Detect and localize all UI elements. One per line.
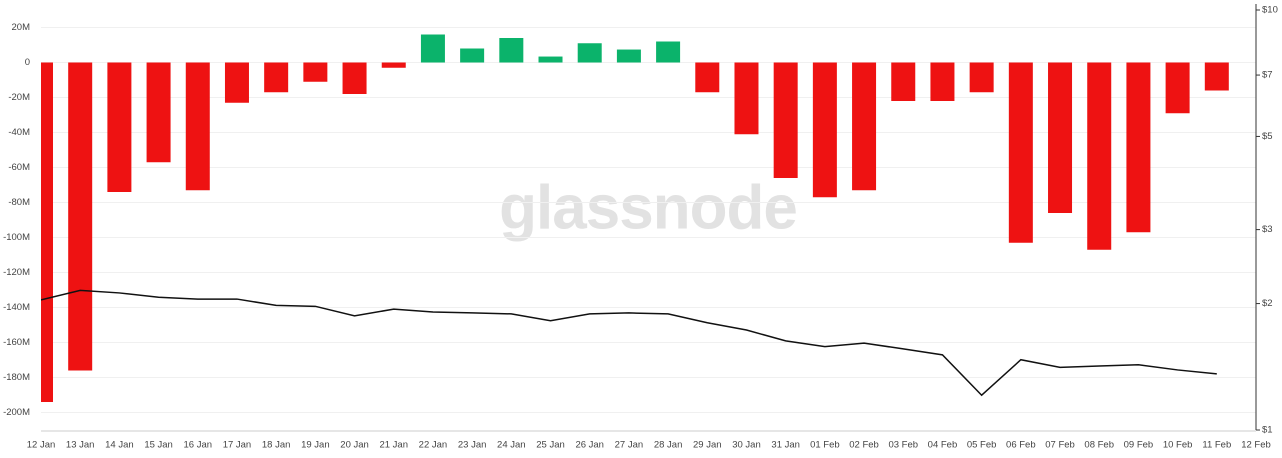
x-tick-label: 28 Jan [654, 440, 683, 451]
bar [303, 62, 328, 82]
bar [1008, 62, 1033, 243]
bar [695, 62, 720, 93]
y-tick-label: -60M [8, 162, 30, 173]
bar [342, 62, 367, 94]
bar [460, 48, 485, 63]
bar [1126, 62, 1151, 233]
x-tick-label: 09 Feb [1124, 440, 1154, 451]
watermark: glassnode [499, 173, 797, 242]
y-tick-label: 20M [12, 22, 31, 33]
bar [734, 62, 759, 135]
bar [930, 62, 955, 101]
y2-tick-label: $2 [1262, 298, 1273, 309]
x-tick-label: 22 Jan [419, 440, 448, 451]
x-tick-label: 12 Jan [27, 440, 56, 451]
bar [538, 56, 563, 63]
bar [891, 62, 916, 101]
bar [381, 62, 406, 68]
bar [577, 43, 602, 63]
x-tick-label: 27 Jan [615, 440, 644, 451]
x-tick-label: 15 Jan [144, 440, 173, 451]
x-tick-label: 11 Feb [1202, 440, 1231, 451]
x-tick-label: 14 Jan [105, 440, 134, 451]
bar [420, 34, 445, 63]
bar [224, 62, 249, 103]
x-tick-label: 20 Jan [340, 440, 369, 451]
x-tick-label: 25 Jan [536, 440, 565, 451]
x-tick-label: 12 Feb [1241, 440, 1271, 451]
x-tick-label: 17 Jan [223, 440, 252, 451]
y-tick-label: -20M [8, 92, 30, 103]
y2-tick-label: $5 [1262, 131, 1273, 142]
y-tick-label: -100M [3, 232, 30, 243]
bar [812, 62, 837, 198]
bar [1048, 62, 1073, 213]
y-tick-label: -160M [3, 337, 30, 348]
bar [1165, 62, 1190, 114]
x-tick-label: 30 Jan [732, 440, 761, 451]
y2-tick-label: $10 [1262, 5, 1278, 16]
y-tick-label: -120M [3, 267, 30, 278]
x-tick-label: 16 Jan [184, 440, 213, 451]
x-tick-label: 13 Jan [66, 440, 95, 451]
x-tick-label: 02 Feb [849, 440, 879, 451]
x-tick-label: 03 Feb [888, 440, 918, 451]
bar [107, 62, 132, 192]
bar [264, 62, 289, 93]
x-tick-label: 23 Jan [458, 440, 487, 451]
x-tick-label: 29 Jan [693, 440, 722, 451]
y-tick-label: 0 [25, 57, 30, 68]
price-line [41, 289, 1217, 397]
x-tick-label: 01 Feb [810, 440, 840, 451]
bar [68, 62, 93, 371]
bar [773, 62, 798, 178]
bar [146, 62, 171, 163]
x-tick-label: 06 Feb [1006, 440, 1036, 451]
bar [656, 41, 681, 63]
x-tick-label: 18 Jan [262, 440, 291, 451]
y-tick-label: -40M [8, 127, 30, 138]
bar [499, 38, 524, 63]
y-tick-label: -200M [3, 407, 30, 418]
x-tick-label: 19 Jan [301, 440, 330, 451]
y2-tick-label: $7 [1262, 70, 1273, 81]
y-tick-label: -140M [3, 302, 30, 313]
bar [852, 62, 877, 191]
bar [616, 49, 641, 63]
bar [969, 62, 994, 93]
bar [1204, 62, 1229, 91]
bar [41, 62, 53, 402]
bar [185, 62, 210, 191]
y2-tick-label: $3 [1262, 224, 1273, 235]
x-tick-label: 10 Feb [1163, 440, 1193, 451]
x-tick-label: 24 Jan [497, 440, 526, 451]
x-tick-label: 08 Feb [1084, 440, 1114, 451]
x-tick-label: 31 Jan [771, 440, 800, 451]
x-tick-label: 26 Jan [575, 440, 604, 451]
x-tick-label: 21 Jan [379, 440, 408, 451]
y-tick-label: -80M [8, 197, 30, 208]
plot-area [41, 34, 1229, 402]
bar [1087, 62, 1112, 250]
y2-tick-label: $1 [1262, 425, 1273, 436]
x-tick-label: 04 Feb [928, 440, 958, 451]
x-tick-label: 07 Feb [1045, 440, 1075, 451]
x-tick-label: 05 Feb [967, 440, 997, 451]
y-tick-label: -180M [3, 372, 30, 383]
